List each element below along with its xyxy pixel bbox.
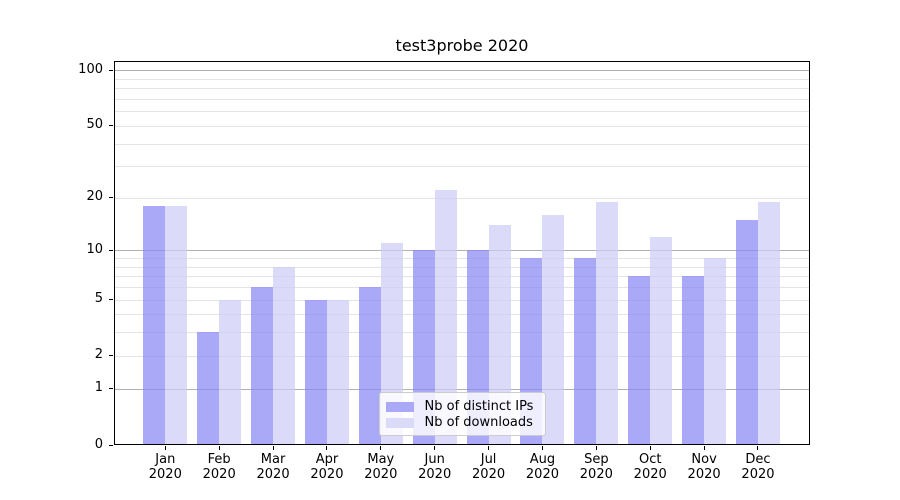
x-tick-label: Apr 2020 bbox=[310, 452, 344, 482]
bar-distinct-ips-mar bbox=[251, 287, 274, 444]
bar-distinct-ips-jan bbox=[143, 206, 166, 444]
bar-distinct-ips-nov bbox=[682, 276, 705, 444]
x-tick bbox=[164, 446, 166, 450]
bar-distinct-ips-oct bbox=[628, 276, 651, 444]
y-tick-label: 5 bbox=[94, 291, 103, 307]
chart-legend: Nb of distinct IPs Nb of downloads bbox=[378, 392, 546, 436]
chart-title: test3probe 2020 bbox=[395, 36, 529, 55]
x-tick bbox=[380, 446, 382, 450]
legend-swatch-distinct-ips bbox=[385, 402, 414, 412]
x-tick-label: Jul 2020 bbox=[472, 452, 506, 482]
y-tick bbox=[109, 249, 113, 251]
bar-downloads-dec bbox=[757, 201, 780, 444]
x-tick bbox=[757, 446, 759, 450]
y-tick bbox=[109, 444, 113, 446]
plot-area bbox=[114, 61, 810, 445]
x-tick-label: Dec 2020 bbox=[741, 452, 775, 482]
x-tick bbox=[488, 446, 490, 450]
y-tick-label: 20 bbox=[86, 189, 103, 205]
y-gridline-minor bbox=[115, 332, 809, 334]
legend-label: Nb of distinct IPs bbox=[424, 399, 534, 414]
x-tick-label: Aug 2020 bbox=[525, 452, 559, 482]
bar-downloads-jun bbox=[434, 190, 457, 444]
x-tick bbox=[649, 446, 651, 450]
legend-swatch-downloads bbox=[385, 418, 414, 428]
y-gridline-minor bbox=[115, 287, 809, 289]
bar-downloads-sep bbox=[596, 201, 619, 444]
bar-distinct-ips-sep bbox=[574, 258, 597, 444]
y-gridline-minor bbox=[115, 78, 809, 80]
bar-distinct-ips-may bbox=[358, 287, 381, 444]
y-gridline-minor bbox=[115, 314, 809, 316]
y-tick-label: 10 bbox=[86, 241, 103, 257]
bar-downloads-feb bbox=[219, 299, 242, 444]
bar-downloads-mar bbox=[273, 266, 296, 444]
y-tick-label: 0 bbox=[94, 436, 103, 452]
x-tick bbox=[326, 446, 328, 450]
bar-downloads-oct bbox=[650, 236, 673, 444]
y-gridline-minor bbox=[115, 99, 809, 100]
x-tick bbox=[541, 446, 543, 450]
y-tick-label: 100 bbox=[78, 61, 103, 77]
x-tick-label: Jan 2020 bbox=[148, 452, 182, 482]
y-gridline-minor bbox=[115, 258, 809, 260]
x-tick-label: Mar 2020 bbox=[256, 452, 290, 482]
x-tick bbox=[272, 446, 274, 450]
y-gridline-minor bbox=[115, 88, 809, 90]
bar-downloads-jul bbox=[488, 225, 511, 444]
x-tick bbox=[218, 446, 220, 450]
y-gridline-minor bbox=[115, 266, 809, 268]
bar-distinct-ips-feb bbox=[197, 332, 220, 444]
x-tick-label: Jun 2020 bbox=[418, 452, 452, 482]
y-gridline-minor bbox=[115, 166, 809, 168]
bar-downloads-jan bbox=[165, 206, 188, 444]
y-tick bbox=[109, 197, 113, 199]
x-tick bbox=[595, 446, 597, 450]
x-tick-label: Oct 2020 bbox=[633, 452, 667, 482]
x-tick-label: Feb 2020 bbox=[202, 452, 236, 482]
y-gridline-minor bbox=[115, 197, 809, 199]
x-tick bbox=[434, 446, 436, 450]
y-tick bbox=[109, 69, 113, 71]
y-tick bbox=[109, 388, 113, 390]
y-gridline-minor bbox=[115, 111, 809, 113]
x-tick-label: Sep 2020 bbox=[579, 452, 613, 482]
y-tick bbox=[109, 355, 113, 357]
y-gridline-minor bbox=[115, 355, 809, 357]
x-tick-label: May 2020 bbox=[364, 452, 398, 482]
y-tick bbox=[109, 125, 113, 127]
bar-distinct-ips-dec bbox=[735, 219, 758, 444]
y-tick-label: 50 bbox=[86, 117, 103, 133]
y-gridline-minor bbox=[115, 276, 809, 278]
x-tick-label: Nov 2020 bbox=[687, 452, 721, 482]
y-tick-label: 2 bbox=[94, 347, 103, 363]
x-tick bbox=[703, 446, 705, 450]
y-gridline-minor bbox=[115, 299, 809, 301]
y-gridline-minor bbox=[115, 125, 809, 127]
y-tick bbox=[109, 299, 113, 301]
bar-downloads-nov bbox=[704, 258, 727, 444]
y-gridline-major bbox=[115, 250, 809, 252]
y-gridline-major bbox=[115, 388, 809, 390]
bar-downloads-apr bbox=[326, 299, 349, 444]
bar-distinct-ips-apr bbox=[304, 299, 327, 444]
y-tick-label: 1 bbox=[94, 380, 103, 396]
legend-label: Nb of downloads bbox=[424, 415, 533, 430]
legend-row: Nb of distinct IPs bbox=[385, 399, 537, 415]
legend-row: Nb of downloads bbox=[385, 415, 537, 431]
y-gridline-major bbox=[115, 70, 809, 72]
y-gridline-minor bbox=[115, 143, 809, 145]
bar-downloads-aug bbox=[542, 215, 565, 444]
